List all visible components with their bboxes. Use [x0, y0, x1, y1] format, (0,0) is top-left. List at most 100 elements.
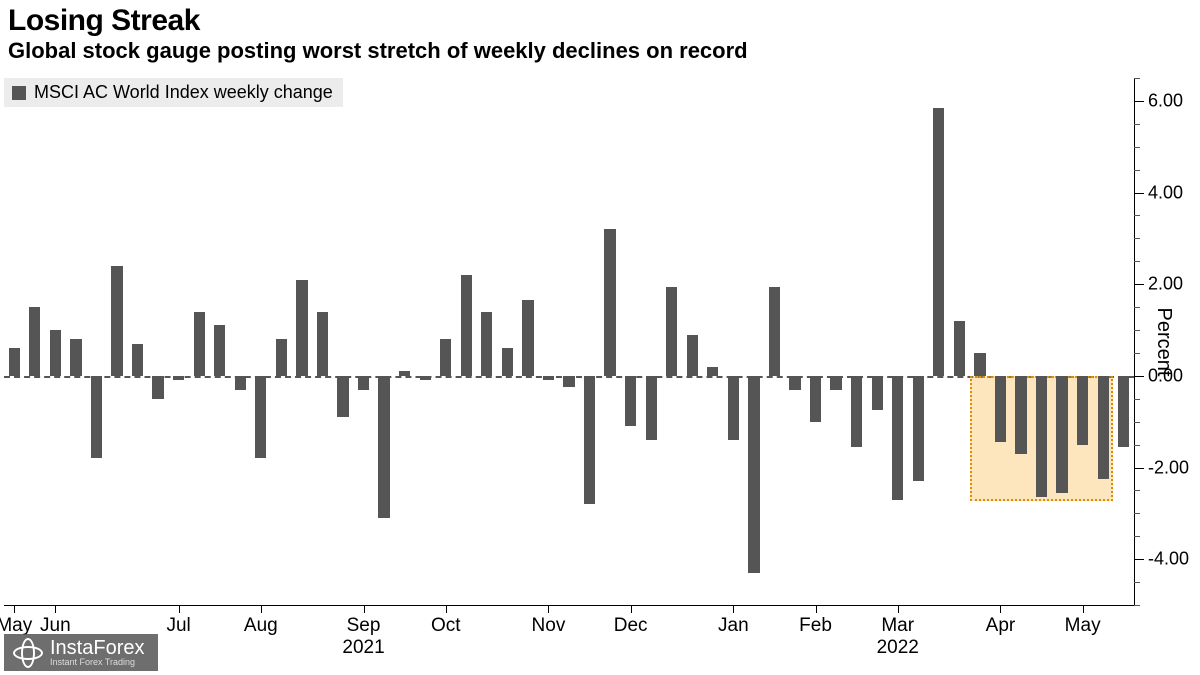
y-tick-minor	[1134, 238, 1140, 239]
bar	[1036, 376, 1047, 497]
bar	[954, 321, 965, 376]
bar	[194, 312, 205, 376]
x-tick-label: Nov	[532, 615, 566, 637]
bar	[830, 376, 841, 390]
x-tick-year: 2022	[877, 637, 919, 659]
bar	[9, 348, 20, 375]
bar	[276, 339, 287, 376]
bar	[851, 376, 862, 447]
y-tick-minor	[1134, 353, 1140, 354]
bar	[584, 376, 595, 504]
bar	[933, 108, 944, 376]
y-tick-minor	[1134, 307, 1140, 308]
x-tick	[1000, 605, 1001, 613]
bar	[399, 371, 410, 376]
x-tick-label: Apr	[986, 615, 1016, 637]
bar	[152, 376, 163, 399]
bar	[748, 376, 759, 573]
bar	[461, 275, 472, 376]
y-tick-label: 6.00	[1148, 90, 1183, 111]
x-tick	[548, 605, 549, 613]
y-tick-minor	[1134, 124, 1140, 125]
x-tick-label: Mar	[881, 615, 914, 637]
bar	[1077, 376, 1088, 445]
bar	[892, 376, 903, 500]
y-tick	[1134, 559, 1144, 560]
bar	[707, 367, 718, 376]
bar	[563, 376, 574, 387]
x-tick	[898, 605, 899, 613]
bar	[317, 312, 328, 376]
bar	[666, 287, 677, 376]
x-tick-label: Jul	[166, 615, 190, 637]
x-tick	[816, 605, 817, 613]
bar	[132, 344, 143, 376]
y-tick-minor	[1134, 513, 1140, 514]
bar	[1118, 376, 1129, 447]
y-tick	[1134, 101, 1144, 102]
bar	[420, 376, 431, 381]
bar	[378, 376, 389, 518]
legend-swatch	[12, 86, 26, 100]
bar	[872, 376, 883, 410]
bar	[810, 376, 821, 422]
bar	[728, 376, 739, 440]
bar	[50, 330, 61, 376]
y-tick-minor	[1134, 605, 1140, 606]
bar	[1098, 376, 1109, 479]
y-tick	[1134, 284, 1144, 285]
y-tick-minor	[1134, 147, 1140, 148]
y-tick-minor	[1134, 536, 1140, 537]
x-tick	[14, 605, 15, 613]
y-tick-label: -4.00	[1148, 549, 1189, 570]
chart-subtitle: Global stock gauge posting worst stretch…	[0, 38, 1200, 70]
legend-label: MSCI AC World Index weekly change	[34, 82, 333, 103]
x-tick-year: 2021	[342, 637, 384, 659]
y-tick-minor	[1134, 399, 1140, 400]
y-tick-minor	[1134, 490, 1140, 491]
y-tick-minor	[1134, 445, 1140, 446]
y-tick-minor	[1134, 215, 1140, 216]
bar	[913, 376, 924, 481]
bar	[358, 376, 369, 390]
bar	[687, 335, 698, 376]
watermark: InstaForex Instant Forex Trading	[4, 634, 158, 671]
bar	[604, 229, 615, 376]
x-tick	[55, 605, 56, 613]
chart-title: Losing Streak	[0, 0, 1200, 38]
bar	[91, 376, 102, 458]
x-tick-label: Sep	[347, 615, 381, 637]
x-tick	[631, 605, 632, 613]
bar	[255, 376, 266, 458]
y-tick-minor	[1134, 78, 1140, 79]
y-axis-line	[1134, 78, 1135, 605]
x-tick-label: Oct	[431, 615, 461, 637]
x-tick	[364, 605, 365, 613]
bar	[214, 325, 225, 375]
bar	[522, 300, 533, 376]
x-tick	[733, 605, 734, 613]
y-tick-minor	[1134, 330, 1140, 331]
globe-icon	[14, 639, 42, 667]
bar	[111, 266, 122, 376]
y-tick-label: 2.00	[1148, 274, 1183, 295]
bar	[769, 287, 780, 376]
x-tick-label: Dec	[614, 615, 648, 637]
bar	[70, 339, 81, 376]
bar	[1015, 376, 1026, 454]
y-tick	[1134, 193, 1144, 194]
x-tick-label: Feb	[799, 615, 832, 637]
y-tick	[1134, 376, 1144, 377]
bar	[974, 353, 985, 376]
bar	[440, 339, 451, 376]
x-axis: MayJunJulAugSep2021OctNovDecJanFebMar202…	[4, 605, 1134, 675]
x-axis-line	[4, 605, 1134, 606]
watermark-sub: Instant Forex Trading	[50, 658, 144, 667]
bar	[543, 376, 554, 381]
y-tick-minor	[1134, 582, 1140, 583]
y-tick-label: 0.00	[1148, 365, 1183, 386]
chart-container: Losing Streak Global stock gauge posting…	[0, 0, 1200, 675]
y-tick-minor	[1134, 261, 1140, 262]
bar	[29, 307, 40, 376]
x-tick	[1083, 605, 1084, 613]
